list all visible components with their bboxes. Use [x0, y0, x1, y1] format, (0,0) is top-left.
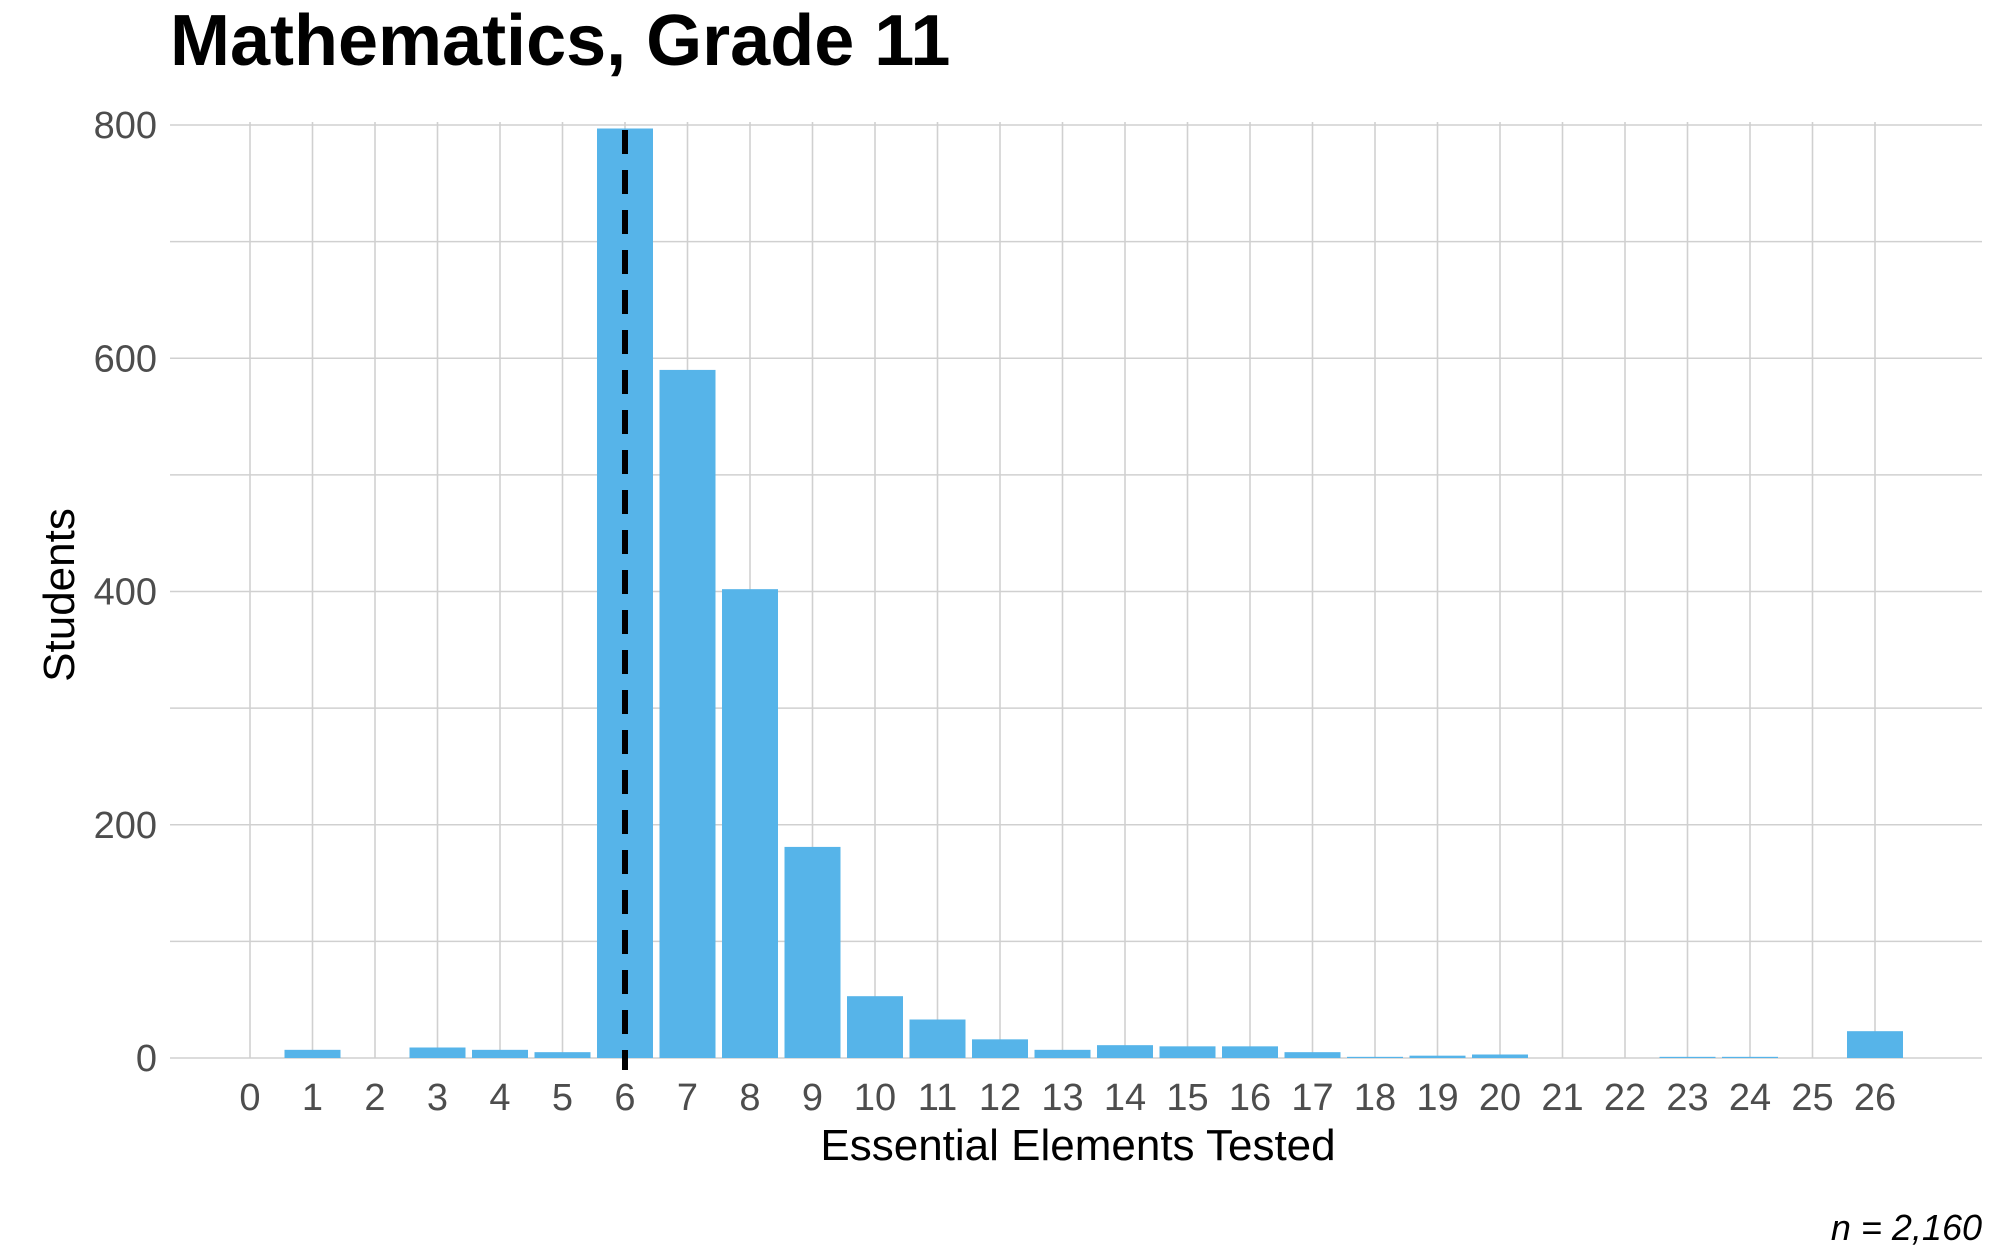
x-tick-label: 20	[1479, 1077, 1521, 1119]
x-tick-label: 5	[552, 1077, 573, 1119]
x-tick-label: 14	[1104, 1077, 1146, 1119]
bar-18	[1347, 1056, 1403, 1058]
grid-lines	[170, 122, 1982, 1059]
y-tick-label: 400	[94, 572, 157, 614]
x-tick-label: 26	[1854, 1077, 1896, 1119]
x-tick-label: 8	[739, 1077, 760, 1119]
bar-11	[909, 1019, 966, 1058]
bar-8	[722, 589, 778, 1058]
bar-4	[472, 1049, 528, 1058]
x-tick-label: 3	[427, 1077, 448, 1119]
x-tick-label: 25	[1791, 1077, 1833, 1119]
x-tick-label: 7	[677, 1077, 698, 1119]
bar-5	[534, 1052, 591, 1058]
bar-7	[659, 369, 716, 1059]
x-tick-label: 13	[1041, 1077, 1083, 1119]
y-axis-ticks: 0 200 400 600 800	[94, 105, 157, 1080]
x-tick-label: 6	[614, 1077, 635, 1119]
bar-24	[1722, 1056, 1778, 1058]
bar-23	[1659, 1056, 1716, 1058]
bar-19	[1409, 1055, 1466, 1058]
bar-15	[1159, 1046, 1216, 1058]
x-tick-label: 10	[854, 1077, 896, 1119]
sample-size-caption: n = 2,160	[1831, 1207, 1982, 1245]
chart-title: Mathematics, Grade 11	[170, 1, 950, 81]
bar-12	[972, 1039, 1028, 1058]
x-tick-label: 11	[918, 1077, 957, 1119]
bar-26	[1847, 1031, 1903, 1058]
bar-17	[1284, 1052, 1341, 1058]
y-axis-title: Students	[35, 508, 84, 682]
x-tick-label: 23	[1666, 1077, 1708, 1119]
x-axis-title: Essential Elements Tested	[820, 1121, 1335, 1170]
y-tick-label: 200	[94, 805, 157, 847]
bar-10	[847, 996, 903, 1058]
y-tick-label: 800	[94, 105, 157, 147]
x-tick-label: 16	[1229, 1077, 1271, 1119]
x-tick-label: 21	[1541, 1077, 1583, 1119]
x-tick-label: 9	[802, 1077, 823, 1119]
x-tick-label: 18	[1354, 1077, 1396, 1119]
x-tick-label: 19	[1416, 1077, 1458, 1119]
x-tick-label: 17	[1291, 1077, 1333, 1119]
x-tick-label: 12	[979, 1077, 1021, 1119]
y-tick-label: 600	[94, 338, 157, 380]
x-tick-label: 15	[1166, 1077, 1208, 1119]
x-tick-label: 1	[302, 1077, 323, 1119]
y-tick-label: 0	[136, 1038, 157, 1080]
bars	[284, 128, 1903, 1059]
x-tick-label: 4	[489, 1077, 510, 1119]
x-tick-label: 22	[1604, 1077, 1646, 1119]
bar-16	[1222, 1046, 1278, 1058]
bar-9	[784, 846, 841, 1058]
x-tick-label: 2	[364, 1077, 385, 1119]
bar-20	[1472, 1054, 1528, 1058]
bar-14	[1097, 1045, 1153, 1058]
bar-13	[1034, 1049, 1091, 1058]
bar-3	[409, 1047, 466, 1058]
x-tick-label: 24	[1729, 1077, 1771, 1119]
x-axis-ticks: 0 1 2 3 4 5 6 7 8 9 10 11 12 13 14 15 16 17 18 19 20 21 22 23 24…	[239, 1077, 1896, 1119]
x-tick-label: 0	[239, 1077, 260, 1119]
bar-1	[284, 1049, 341, 1058]
